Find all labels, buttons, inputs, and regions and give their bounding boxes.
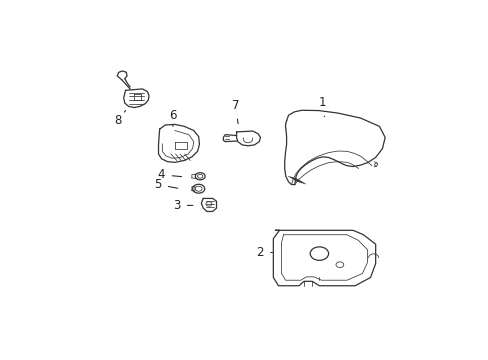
Text: 2: 2 <box>256 246 272 259</box>
Text: 4: 4 <box>158 168 181 181</box>
Text: 1: 1 <box>318 96 325 117</box>
Text: 7: 7 <box>231 99 239 123</box>
Text: 8: 8 <box>114 111 125 127</box>
Text: 6: 6 <box>169 109 176 126</box>
Text: 3: 3 <box>173 199 192 212</box>
Text: 5: 5 <box>154 178 178 191</box>
